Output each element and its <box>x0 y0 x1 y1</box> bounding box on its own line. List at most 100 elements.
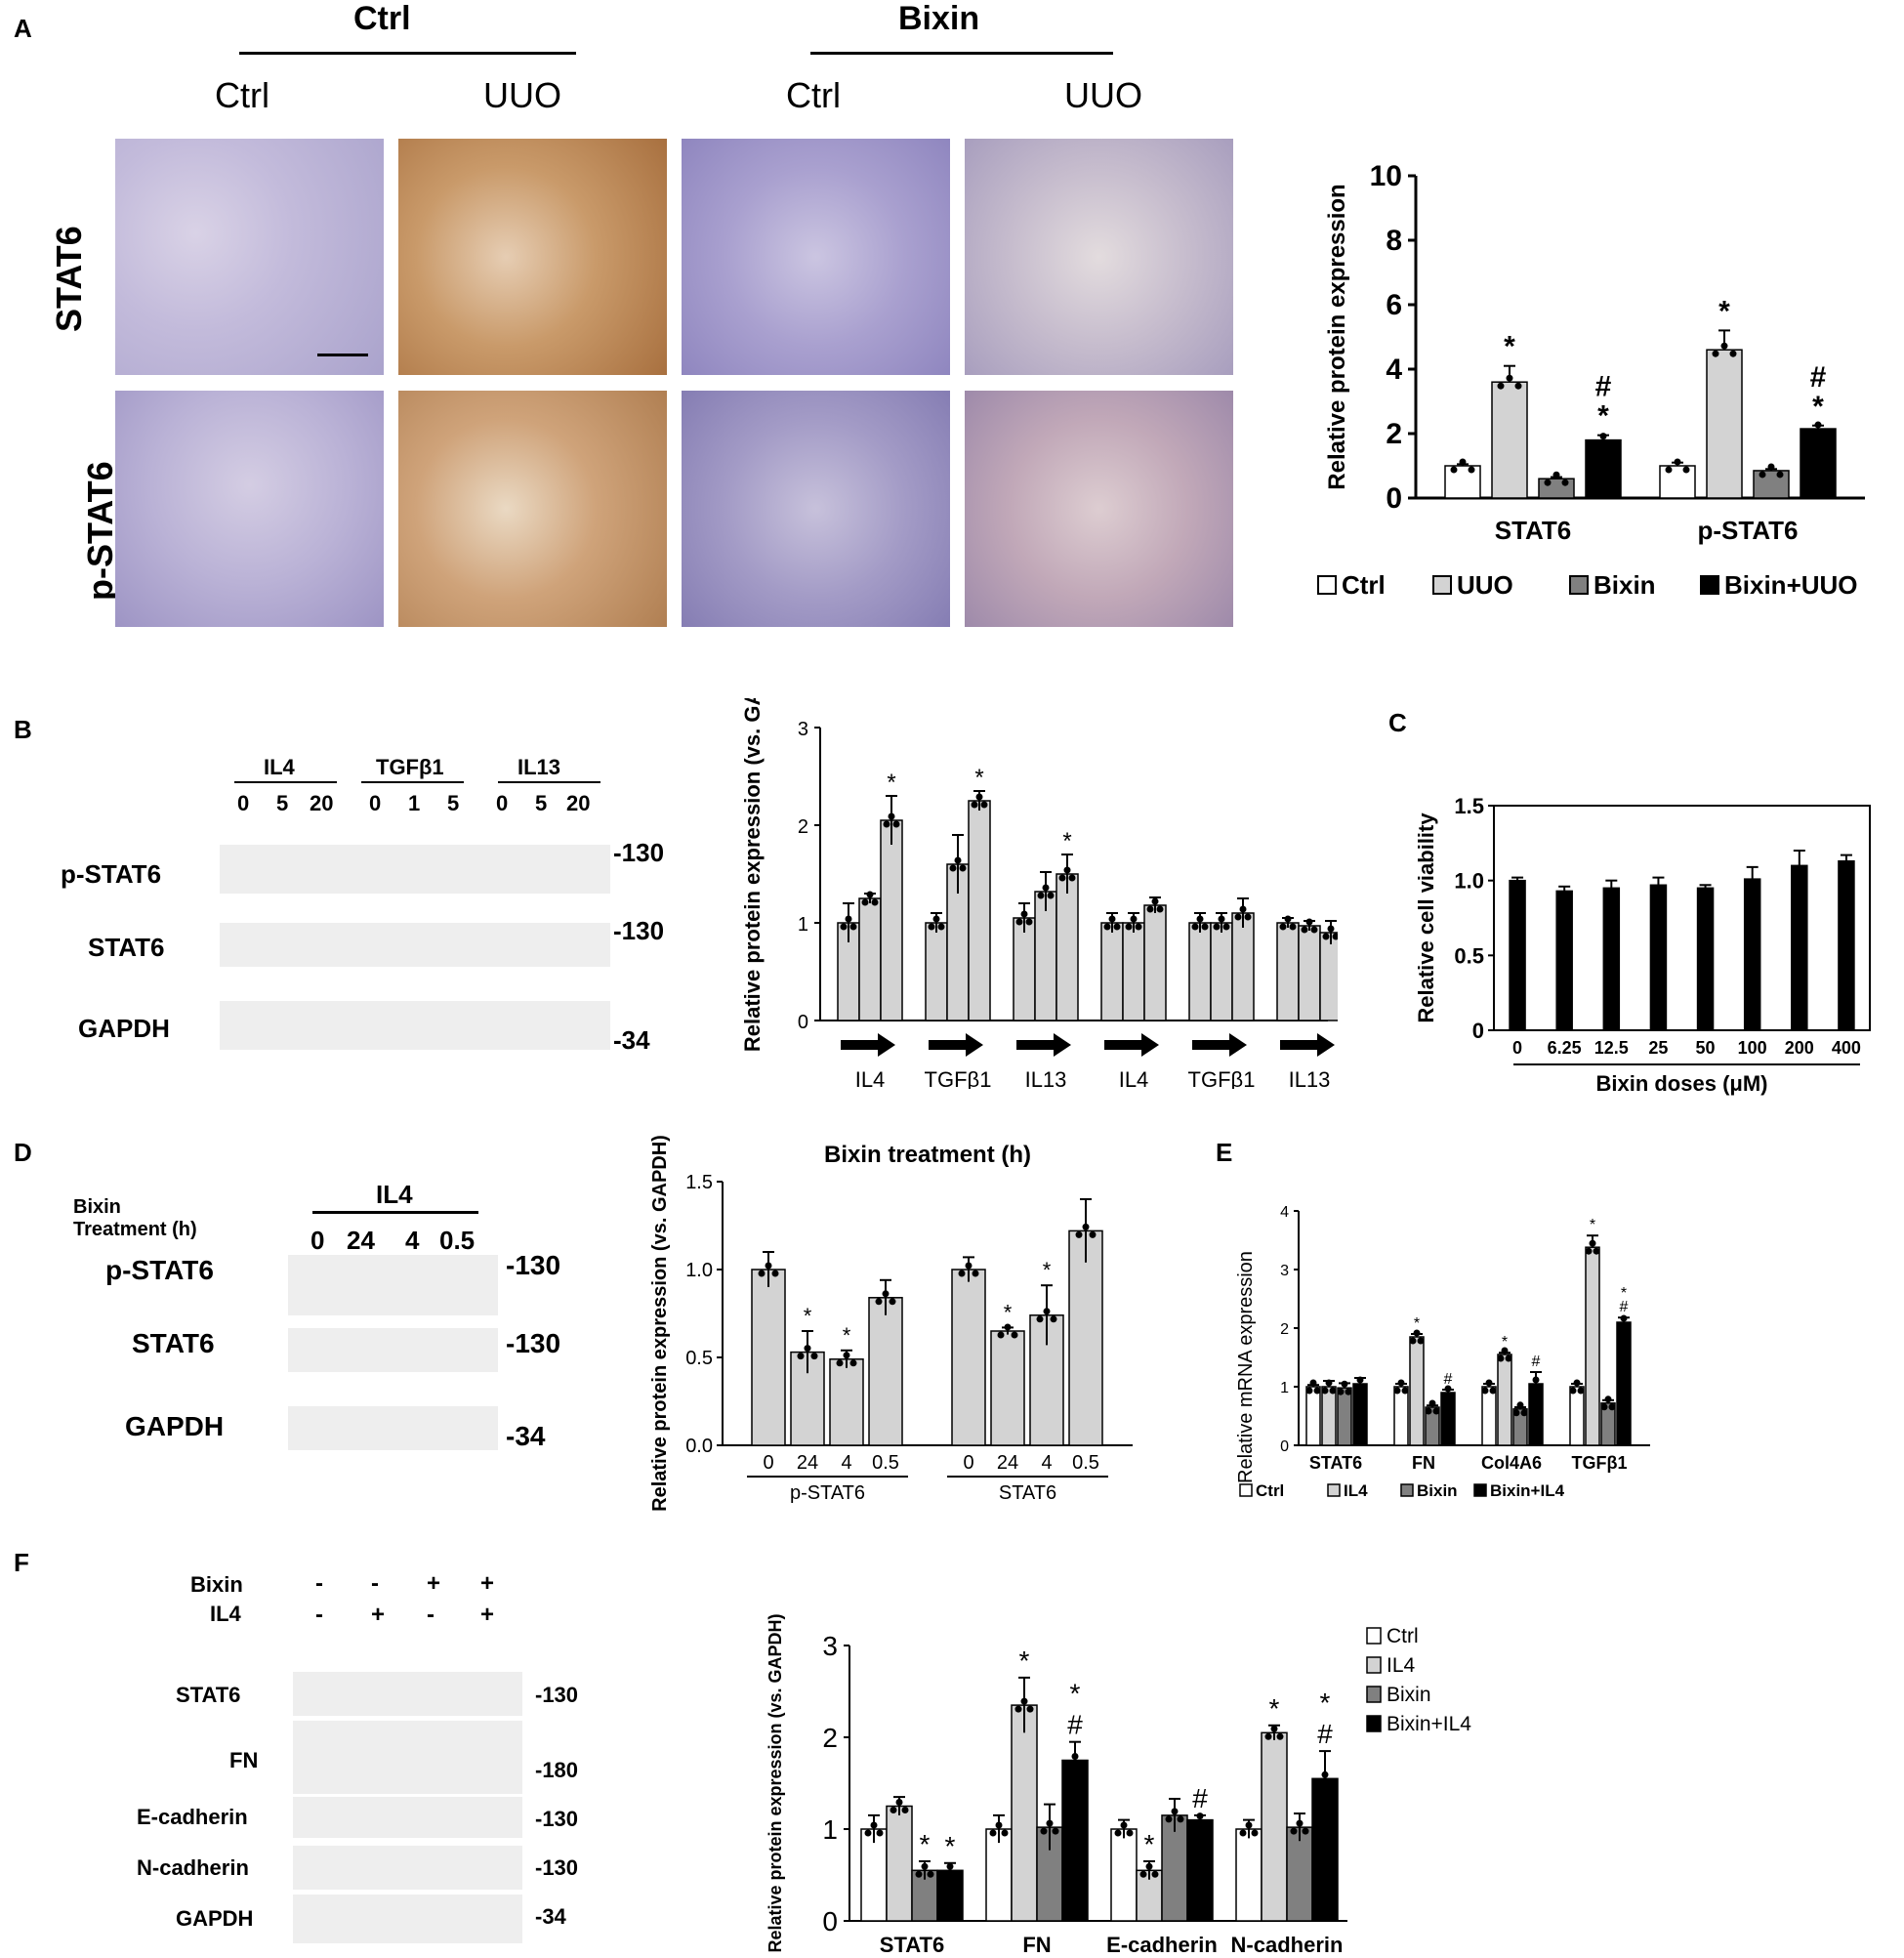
chart-f-pt-3-2-dot-0 <box>1290 1827 1298 1835</box>
chart-f-annot-0: * <box>920 1829 931 1859</box>
chart-f-bar-2-3 <box>1186 1818 1214 1922</box>
chart-c-ylabel: Relative cell viability <box>1414 812 1438 1023</box>
chart-b-group-label-0: IL4 <box>855 1067 886 1089</box>
blot-b-treatment-3: IL13 <box>517 755 561 779</box>
chart-d-ytick-label-2: 1.0 <box>685 1260 713 1281</box>
chart-f-annot-1: * <box>945 1831 956 1861</box>
chart-e-pt-1-2-dot-1 <box>1428 1399 1436 1407</box>
blot-f-il4-sign-1: - <box>315 1602 323 1628</box>
chart-c-bar-0 <box>1509 879 1526 1031</box>
chart-e-xlabel-0: STAT6 <box>1309 1453 1362 1473</box>
chart-e-legend-label-3: Bixin+IL4 <box>1490 1481 1565 1500</box>
chart-b-pt-0-1-dot-2 <box>871 898 879 906</box>
chart-c-bar-6 <box>1791 864 1808 1031</box>
chart-d-pt-1-0-dot-2 <box>972 1270 979 1277</box>
chart-e-bar-0-2 <box>1337 1387 1352 1446</box>
chart-d-xtick-0-0: 0 <box>763 1452 773 1474</box>
chart-e-annot-3: # <box>1532 1354 1541 1370</box>
chart-f-pt-0-2-dot-0 <box>915 1870 923 1878</box>
blot-f-il4-label: IL4 <box>210 1602 241 1626</box>
chart-a-xlabel-1: p-STAT6 <box>1697 516 1798 545</box>
chart-e-pt-3-1-dot-0 <box>1585 1247 1593 1255</box>
chart-a-pt-0-1-dot-2 <box>1514 382 1522 390</box>
chart-b-ylabel: Relative protein expression (vs. GAPDH) <box>740 698 765 1052</box>
chart-d-bar-1-3 <box>1068 1229 1103 1446</box>
chart-f-pt-1-1-dot-0 <box>1014 1705 1022 1713</box>
blot-b-treatment-1: IL4 <box>264 755 295 779</box>
chart-e-pt-2-0-dot-1 <box>1485 1379 1493 1387</box>
chart-b-pt-0-0-dot-2 <box>849 923 857 931</box>
chart-f-pt-0-2-dot-1 <box>921 1862 929 1870</box>
chart-e-ytick-label-4: 4 <box>1280 1204 1289 1221</box>
blot-d-row-gapdh: GAPDH <box>125 1411 225 1441</box>
chart-f-pt-0-0-dot-2 <box>876 1829 884 1837</box>
chart-f-pt-3-0-dot-1 <box>1245 1821 1253 1829</box>
blot-d-lane-2: 24 <box>347 1226 375 1255</box>
chart-d-pt-1-1-dot-0 <box>997 1331 1005 1339</box>
chart-a-pt-1-2-dot-1 <box>1767 463 1775 471</box>
chart-f-annot-8: # <box>1317 1719 1333 1749</box>
chart-f-legend-label-0: Ctrl <box>1387 1625 1419 1647</box>
blot-b-pstat6 <box>220 845 610 894</box>
blot-b-row-gapdh: GAPDH <box>78 1014 170 1043</box>
chart-b-bar-3-0 <box>1100 922 1124 1021</box>
blot-b-marker-2: -130 <box>613 916 665 945</box>
blot-b-line-1 <box>234 781 337 783</box>
chart-d-pt-1-0-dot-0 <box>958 1270 966 1277</box>
chart-a-bar-1-2 <box>1753 470 1790 499</box>
chart-d-pt-0-1-dot-2 <box>810 1353 818 1360</box>
chart-e-bar-1-0 <box>1393 1386 1409 1446</box>
blot-b-row-pstat6: p-STAT6 <box>61 859 162 889</box>
chart-e-pt-3-2-dot-2 <box>1608 1403 1616 1411</box>
chart-d-pt-0-0-dot-0 <box>758 1270 766 1277</box>
chart-e-pt-1-2-dot-2 <box>1432 1407 1440 1415</box>
chart-b-pt-5-0-dot-2 <box>1289 923 1297 931</box>
blot-b-dose-1: 0 <box>237 791 250 815</box>
chart-f-pt-1-1-dot-1 <box>1020 1697 1028 1705</box>
chart-b-bar-5-1 <box>1298 925 1321 1021</box>
chart-b-arrow-1 <box>929 1033 983 1057</box>
chart-f-pt-3-0-dot-0 <box>1239 1829 1247 1837</box>
group-ctrl-line <box>239 52 576 55</box>
chart-b-pt-3-1-dot-2 <box>1135 923 1142 931</box>
chart-b-ytick-label-0: 0 <box>798 1012 808 1033</box>
chart-f-pt-0-3-dot-0 <box>940 1870 948 1878</box>
chart-f-annot-9: * <box>1320 1687 1331 1718</box>
chart-b-bar-2-0 <box>1013 917 1036 1021</box>
chart-d-ytick-label-3: 1.5 <box>685 1172 713 1193</box>
chart-e-pt-0-1-dot-1 <box>1325 1379 1333 1387</box>
ihc-image-pstat6-ctrl-ctrl <box>115 391 384 627</box>
chart-f-legend-swatch-1 <box>1366 1656 1382 1674</box>
chart-d-pt-0-3-dot-1 <box>882 1290 890 1298</box>
chart-e-pt-3-3-dot-0 <box>1616 1322 1624 1330</box>
chart-d-xtick-1-3: 0.5 <box>1072 1452 1099 1474</box>
blot-f-il4-sign-4: + <box>480 1602 495 1628</box>
chart-a-pt-0-1-dot-0 <box>1497 382 1505 390</box>
chart-e-bar-1-1 <box>1409 1336 1425 1446</box>
chart-b-pt-3-1-dot-0 <box>1125 923 1133 931</box>
chart-b-pt-4-2-dot-0 <box>1234 913 1242 921</box>
chart-f-legend-swatch-3 <box>1366 1715 1382 1732</box>
chart-e-pt-2-3-dot-1 <box>1532 1376 1540 1384</box>
chart-b-pt-2-1-dot-2 <box>1047 892 1055 899</box>
chart-b-pt-0-1-dot-1 <box>866 891 874 898</box>
chart-a-bar-1-1 <box>1706 349 1743 499</box>
chart-c: 0 0.5 1.0 1.5 Relative cell viability 0 6.25 12… <box>1414 794 1871 1096</box>
chart-d-group-label-0: p-STAT6 <box>790 1482 865 1504</box>
chart-a-legend-label-2: Bixin <box>1594 570 1656 600</box>
blot-d-marker-3: -34 <box>506 1421 546 1451</box>
chart-a-ytick-label-5: 10 <box>1370 160 1402 192</box>
chart-f-bar-3-2 <box>1286 1826 1313 1922</box>
chart-d-ylabel: Relative protein expression (vs. GAPDH) <box>649 1135 671 1512</box>
chart-f-pt-0-3-dot-1 <box>946 1862 954 1870</box>
chart-b-star-0-0: * <box>887 770 895 796</box>
blot-d-row-stat6: STAT6 <box>132 1328 215 1358</box>
chart-b-pt-4-2-dot-2 <box>1244 913 1252 921</box>
chart-a-pt-1-0-dot-0 <box>1665 466 1673 474</box>
chart-e-bar-0-0 <box>1305 1386 1321 1446</box>
chart-a-annot-4: # <box>1810 361 1827 394</box>
chart-a-bar-0-1 <box>1491 381 1528 499</box>
chart-a-pt-0-3-dot-1 <box>1599 433 1607 440</box>
chart-f-xlabel-0: STAT6 <box>880 1933 944 1957</box>
chart-b-pt-4-1-dot-1 <box>1218 915 1225 923</box>
